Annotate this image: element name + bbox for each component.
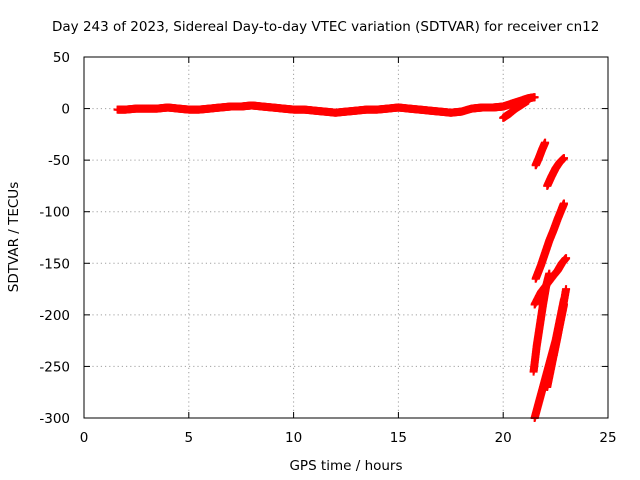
data-point [559,199,568,208]
data-series [531,199,568,283]
data-series [549,285,571,361]
data-point [562,285,571,294]
y-axis-label: SDTVAR / TECUs [6,182,22,292]
x-tick-label: 10 [285,430,302,446]
chart-title: Day 243 of 2023, Sidereal Day-to-day VTE… [52,19,599,35]
x-axis-label: GPS time / hours [289,458,402,474]
data-points [113,93,571,422]
data-series [543,154,568,190]
y-tick-label: 50 [53,50,70,66]
x-tick-label: 20 [495,430,512,446]
data-point [562,254,571,263]
data-point [545,269,554,278]
y-tick-label: -50 [48,153,70,169]
x-tick-label: 25 [599,430,616,446]
x-tick-label: 0 [80,430,89,446]
y-tick-label: -300 [39,411,70,427]
data-point [524,96,533,105]
axis-ticks: 0 5 10 15 20 25 50 0 -50 -100 -150 -200 -250 -300 [39,50,616,446]
data-series [113,93,539,117]
plot-frame [83,56,609,419]
y-tick-label: -100 [39,205,70,221]
data-series [499,96,533,122]
data-point [559,154,568,163]
x-tick-label: 15 [390,430,407,446]
y-tick-label: -150 [39,256,70,272]
y-tick-label: -200 [39,308,70,324]
data-point [530,93,539,102]
x-tick-label: 5 [185,430,194,446]
data-series [531,138,550,170]
y-tick-label: -250 [39,359,70,375]
data-point [541,138,550,147]
y-tick-label: 0 [61,102,70,118]
data-series [529,269,554,376]
